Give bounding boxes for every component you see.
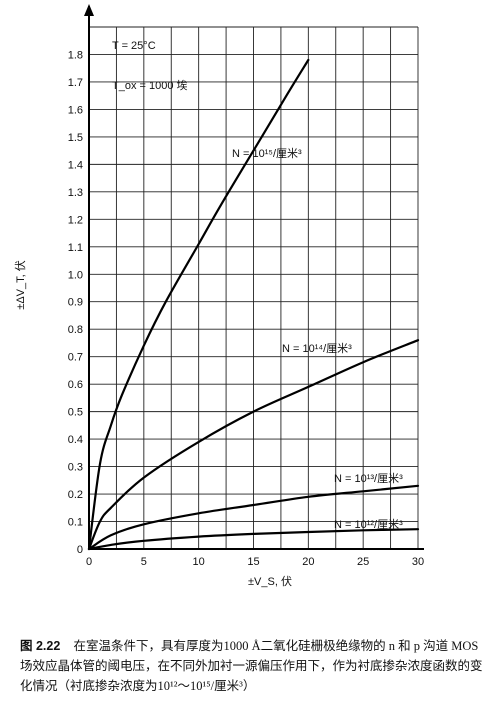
- y-tick-label: 0.7: [68, 352, 83, 364]
- figure-caption: 图 2.22 在室温条件下，具有厚度为1000 Å二氧化硅栅极绝缘物的 n 和 …: [20, 636, 488, 696]
- x-tick-label: 5: [141, 556, 147, 568]
- grid: [88, 26, 419, 550]
- y-tick-label: 0.9: [68, 297, 83, 309]
- y-tick-label: 1.7: [68, 77, 83, 89]
- series-line-1e12: [87, 528, 420, 551]
- axes: [84, 4, 424, 550]
- y-tick-label: 1.4: [68, 159, 83, 171]
- series-label-1e12: N = 10¹²/厘米³: [334, 518, 403, 531]
- y-tick-label: 1.8: [68, 49, 83, 61]
- x-tick-label: 25: [357, 556, 369, 568]
- x-tick-label: 15: [247, 556, 259, 568]
- temperature-annotation: T = 25°C: [112, 40, 156, 52]
- series-line-1e13: [87, 484, 420, 551]
- series-label-1e14: N = 10¹⁴/厘米³: [282, 342, 352, 355]
- series-label-1e13: N = 10¹³/厘米³: [334, 472, 403, 485]
- y-tick-label: 0.2: [68, 489, 83, 501]
- y-tick-label: 0.8: [68, 324, 83, 336]
- series-lines: [87, 58, 420, 551]
- y-tick-label: 1.3: [68, 187, 83, 199]
- oxide-thickness-annotation: T_ox = 1000 埃: [112, 78, 188, 92]
- y-tick-label: 0.1: [68, 517, 83, 529]
- series-line-1e14: [87, 339, 420, 551]
- y-tick-label: 0.4: [68, 434, 83, 446]
- y-tick-label: 1.0: [68, 269, 83, 281]
- figure-number: 图 2.22: [20, 639, 61, 653]
- x-tick-label: 0: [86, 556, 92, 568]
- y-tick-label: 1.6: [68, 104, 83, 116]
- tick-labels: 0 5 10 15 20 25 30 0 0.1 0.2 0.3 0.4 0.5 0.6 0.7 0.8 0.9…: [68, 49, 424, 568]
- series-line-1e15: [87, 58, 310, 551]
- chart: 0 5 10 15 20 25 30 0 0.1 0.2 0.3 0.4 0.5 0.6 0.7 0.8 0.9…: [13, 4, 424, 588]
- y-tick-label: 1.2: [68, 214, 83, 226]
- x-tick-label: 30: [412, 556, 424, 568]
- y-tick-label: 1.1: [68, 242, 83, 254]
- y-axis-arrow: [84, 4, 94, 16]
- y-tick-label: 0: [77, 544, 83, 556]
- y-axis-label: ±ΔV_T, 伏: [13, 260, 27, 309]
- x-tick-label: 10: [193, 556, 205, 568]
- x-axis-label: ±V_S, 伏: [248, 574, 292, 588]
- y-tick-label: 0.3: [68, 462, 83, 474]
- x-tick-label: 20: [302, 556, 314, 568]
- y-tick-label: 0.6: [68, 379, 83, 391]
- series-label-1e15: N = 10¹⁵/厘米³: [232, 147, 302, 160]
- y-tick-label: 0.5: [68, 407, 83, 419]
- y-tick-label: 1.5: [68, 132, 83, 144]
- caption-text: 在室温条件下，具有厚度为1000 Å二氧化硅栅极绝缘物的 n 和 p 沟道 MO…: [20, 639, 483, 693]
